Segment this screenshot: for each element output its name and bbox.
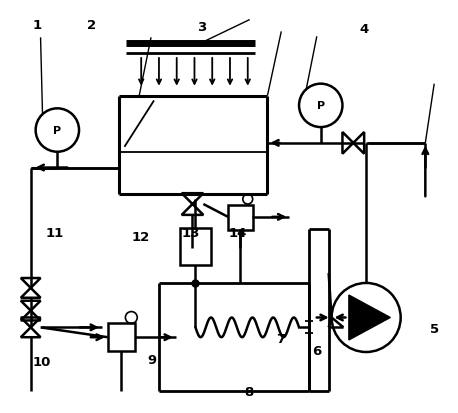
Text: 3: 3: [197, 21, 207, 34]
Text: 1: 1: [33, 19, 42, 32]
Bar: [228, 206, 253, 230]
Text: P: P: [53, 126, 61, 136]
Text: 4: 4: [360, 23, 369, 36]
Text: 2: 2: [87, 19, 96, 32]
Text: 8: 8: [245, 385, 254, 399]
Text: 9: 9: [147, 353, 157, 366]
Text: 10: 10: [33, 355, 51, 368]
Bar: [180, 228, 211, 266]
Text: P: P: [316, 101, 325, 111]
Text: 5: 5: [430, 322, 439, 335]
Bar: [108, 324, 135, 351]
Text: 11: 11: [46, 226, 64, 240]
Text: 12: 12: [132, 230, 150, 244]
Text: 14: 14: [229, 226, 247, 240]
Text: 13: 13: [181, 226, 200, 240]
Text: 7: 7: [276, 332, 285, 345]
Text: 6: 6: [312, 345, 322, 358]
Polygon shape: [349, 295, 390, 340]
